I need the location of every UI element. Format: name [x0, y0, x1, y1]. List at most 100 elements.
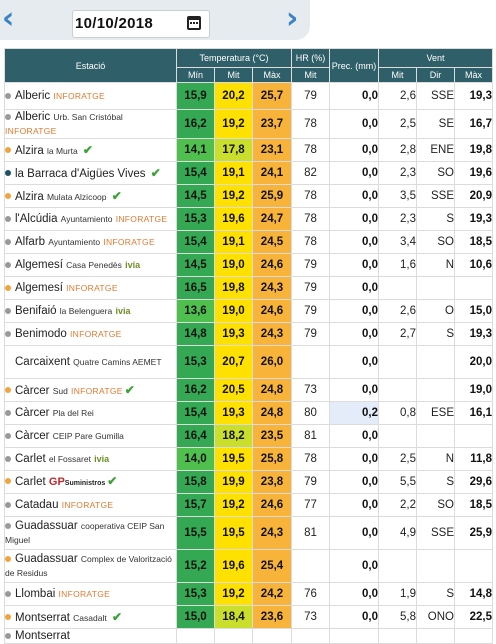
station-name[interactable]: Guadassuar [15, 553, 78, 565]
chevron-right-icon[interactable]: › [286, 1, 299, 36]
table-row[interactable]: Carlet GPSuministros ✔ 15,8 19,9 23,8 79 0,0 5,… [4, 470, 493, 494]
station-name[interactable]: Catadau [15, 499, 59, 511]
table-row[interactable]: Algemesí Casa Penedès ivia 14,5 19,0 24,6 79… [4, 253, 493, 277]
table-row[interactable]: Càrcer Pla del Rei 15,4 19,3 24,8 80 0,2 0,8 E… [4, 401, 493, 425]
station-name[interactable]: Benifaió [15, 305, 57, 317]
table-row[interactable]: Carcaixent Quatre Camins AEMET 15,3 20,7 2… [4, 345, 493, 379]
table-row[interactable]: Benimodo INFORATGE 14,8 19,3 24,3 79 0,0 2,7 S 1… [4, 322, 493, 346]
station-name[interactable]: la Barraca d'Aigües Vives [15, 167, 146, 180]
station-cell[interactable]: Carcaixent Quatre Camins AEMET [4, 345, 177, 379]
temp-min: 16,4 [176, 424, 215, 448]
wind-dir [416, 276, 455, 300]
table-row[interactable]: Montserrat [4, 628, 493, 644]
table-row[interactable]: Benifaió la Belenguera ivia 13,6 19,0 24,6 7… [4, 299, 493, 323]
subheader-hr-mit: Mit [291, 67, 330, 83]
station-cell[interactable]: Alfarb Ayuntamiento INFORATGE [4, 230, 177, 254]
checkmark-icon: ✔ [107, 473, 118, 488]
station-name[interactable]: Montserrat [15, 611, 70, 624]
station-name[interactable]: Guadassuar [15, 520, 78, 532]
table-row[interactable]: Guadassuar Complex de Valorització de Re… [4, 549, 493, 583]
subheader-temp-min: Mín [176, 67, 215, 83]
station-cell[interactable]: Alzira la Murta ✔ [4, 138, 177, 162]
table-row[interactable]: Alberic Urb. San Cristóbal INFORATGE 16,2… [4, 109, 493, 139]
station-name[interactable]: Alberic [15, 111, 51, 123]
station-cell[interactable]: Alberic Urb. San Cristóbal INFORATGE [4, 109, 177, 139]
table-row[interactable]: Guadassuar cooperativa CEIP San Miguel 1… [4, 516, 493, 550]
table-row[interactable]: Algemesí INFORATGE 16,5 19,8 24,3 79 0,0 [4, 276, 493, 300]
station-cell[interactable]: Guadassuar Complex de Valorització de Re… [4, 549, 177, 583]
station-name[interactable]: Benimodo [15, 328, 67, 340]
station-cell[interactable]: la Barraca d'Aigües Vives ✔ [4, 161, 177, 185]
temp-min: 16,5 [176, 276, 215, 300]
station-cell[interactable]: Càrcer Pla del Rei [4, 401, 177, 425]
humidity-mit: 81 [291, 516, 330, 550]
temp-mit: 19,2 [214, 493, 253, 517]
station-cell[interactable]: l'Alcúdia Ayuntamiento INFORATGE [4, 207, 177, 231]
station-name[interactable]: Carlet [15, 475, 46, 488]
station-cell[interactable]: Benifaió la Belenguera ivia [4, 299, 177, 323]
station-location: Quatre Camins AEMET [73, 357, 162, 367]
wind-dir: ESE [416, 401, 455, 425]
station-cell[interactable]: Càrcer CEIP Pare Gumilla [4, 424, 177, 448]
station-name[interactable]: Alberic [15, 90, 51, 102]
table-row[interactable]: Alfarb Ayuntamiento INFORATGE 15,4 19,1 24,… [4, 230, 493, 254]
date-input[interactable]: 10/10/2018 [72, 10, 210, 38]
table-row[interactable]: Alzira Mulata Alzicoop ✔ 14,5 19,2 25,9 78 0,… [4, 184, 493, 208]
table-row[interactable]: Alzira la Murta ✔ 14,1 17,8 23,1 78 0,0 2,8 ENE… [4, 138, 493, 162]
chevron-left-icon[interactable]: ‹ [2, 1, 15, 36]
station-name[interactable]: Alzira [15, 144, 44, 157]
table-row[interactable]: Alberic INFORATGE 15,9 20,2 25,7 79 0,0 2,6 SSE… [4, 82, 493, 110]
station-name[interactable]: Carlet [15, 453, 46, 465]
station-name[interactable]: Càrcer [15, 430, 50, 442]
station-name[interactable]: Càrcer [15, 384, 50, 397]
temp-max: 24,5 [252, 230, 292, 254]
status-dot-icon [5, 501, 11, 508]
wind-mit: 2,2 [378, 493, 417, 517]
wind-mit [378, 378, 417, 402]
temp-max: 24,6 [252, 493, 292, 517]
station-name[interactable]: Llombai [15, 588, 56, 600]
station-name[interactable]: Alfarb [15, 236, 46, 248]
status-dot-icon [5, 92, 11, 99]
temp-max: 24,8 [252, 401, 292, 425]
station-cell[interactable]: Càrcer Sud INFORATGE ✔ [4, 378, 177, 402]
station-cell[interactable]: Llombai INFORATGE [4, 582, 177, 606]
station-cell[interactable]: Guadassuar cooperativa CEIP San Miguel [4, 516, 177, 550]
temp-max: 24,2 [252, 582, 292, 606]
header-station: Estació [4, 48, 177, 83]
station-name[interactable]: Càrcer [15, 407, 50, 419]
temp-mit: 19,6 [214, 549, 253, 583]
wind-mit [378, 549, 417, 583]
table-row[interactable]: Càrcer CEIP Pare Gumilla 16,4 18,2 23,5 81 0… [4, 424, 493, 448]
table-row[interactable]: Montserrat Casadalt ✔ 15,0 18,4 23,6 73 0,0 5,… [4, 605, 493, 629]
table-row[interactable]: Catadau INFORATGE 15,7 19,2 24,6 77 0,0 2,2 SO 1… [4, 493, 493, 517]
station-name[interactable]: Algemesí [15, 282, 63, 294]
station-cell[interactable]: Carlet GPSuministros ✔ [4, 470, 177, 494]
humidity-mit: 79 [291, 322, 330, 346]
checkmark-icon: ✔ [150, 165, 161, 180]
station-cell[interactable]: Alzira Mulata Alzicoop ✔ [4, 184, 177, 208]
humidity-mit: 73 [291, 605, 330, 629]
station-cell[interactable]: Algemesí Casa Penedès ivia [4, 253, 177, 277]
table-row[interactable]: la Barraca d'Aigües Vives ✔ 15,4 19,1 24,1 8… [4, 161, 493, 185]
table-row[interactable]: l'Alcúdia Ayuntamiento INFORATGE 15,3 19,6… [4, 207, 493, 231]
temp-max: 24,3 [252, 276, 292, 300]
station-cell[interactable]: Carlet el Fossaret ivia [4, 447, 177, 471]
station-cell[interactable]: Alberic INFORATGE [4, 82, 177, 110]
station-cell[interactable]: Benimodo INFORATGE [4, 322, 177, 346]
station-cell[interactable]: Algemesí INFORATGE [4, 276, 177, 300]
station-cell[interactable]: Montserrat [4, 628, 177, 644]
table-row[interactable]: Càrcer Sud INFORATGE ✔ 16,2 20,5 24,8 73 0,0 19… [4, 378, 493, 402]
station-cell[interactable]: Montserrat Casadalt ✔ [4, 605, 177, 629]
table-row[interactable]: Carlet el Fossaret ivia 14,0 19,5 25,8 78 0,0… [4, 447, 493, 471]
table-row[interactable]: Llombai INFORATGE 15,3 19,2 24,2 76 0,0 1,9 S 14… [4, 582, 493, 606]
station-name[interactable]: Montserrat [15, 630, 70, 642]
station-name[interactable]: Carcaixent [15, 356, 70, 368]
station-name[interactable]: Algemesí [15, 259, 63, 271]
station-name[interactable]: Alzira [15, 190, 44, 203]
station-cell[interactable]: Catadau INFORATGE [4, 493, 177, 517]
calendar-icon[interactable] [187, 16, 201, 30]
precipitation: 0,0 [329, 516, 379, 550]
temp-mit: 18,2 [214, 424, 253, 448]
station-name[interactable]: l'Alcúdia [15, 213, 58, 225]
